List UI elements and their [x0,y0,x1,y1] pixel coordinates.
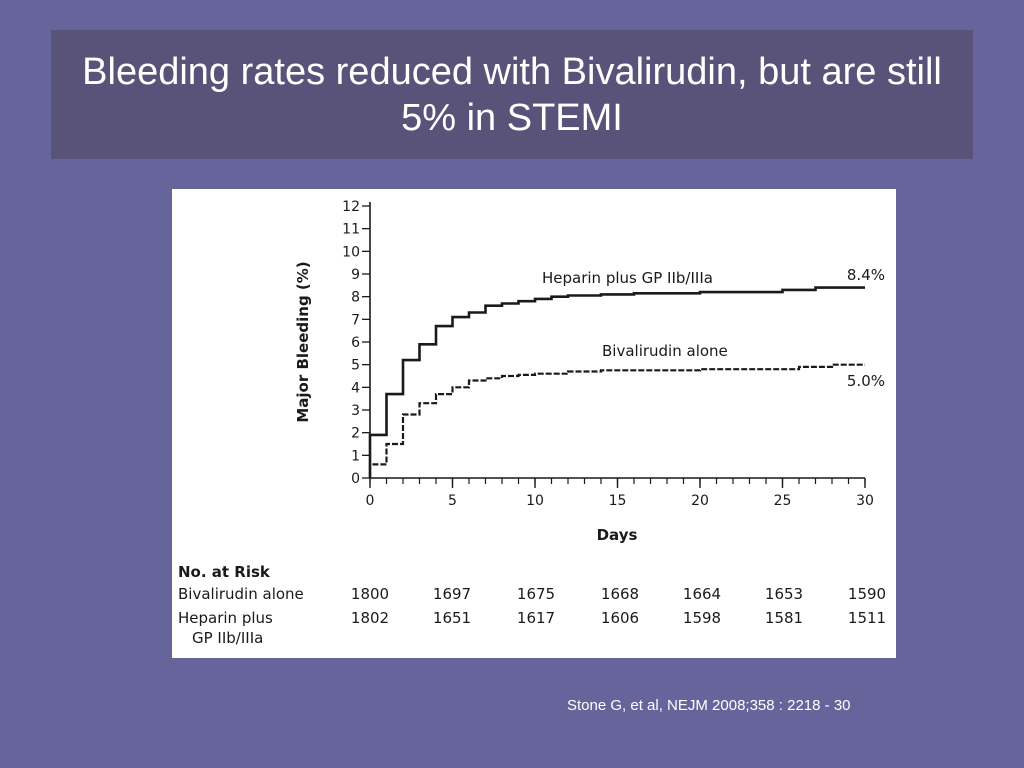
risk-cell: 1590 [848,585,886,603]
y-tick-label: 12 [342,199,360,215]
risk-cell: 1664 [683,585,721,603]
y-tick-label: 2 [351,426,360,442]
x-tick-label: 15 [609,493,627,509]
risk-cell: 1697 [433,585,471,603]
y-axis-label: Major Bleeding (%) [294,261,312,422]
risk-cell: 1617 [517,609,555,627]
x-tick-label: 30 [856,493,874,509]
risk-cell: 1653 [765,585,803,603]
y-tick-label: 10 [342,244,360,260]
series-end-label-heparin: 8.4% [847,266,885,284]
y-tick-label: 9 [351,267,360,283]
y-tick-label: 1 [351,448,360,464]
series-line-0 [368,286,865,478]
y-tick-label: 0 [351,471,360,487]
risk-cell: 1802 [351,609,389,627]
risk-cell: 1606 [601,609,639,627]
series-end-label-bivalirudin: 5.0% [847,372,885,390]
risk-row-label: Bivalirudin alone [178,585,304,603]
risk-cell: 1651 [433,609,471,627]
risk-row-label: GP IIb/IIIa [192,629,263,647]
x-tick-label: 25 [774,493,792,509]
risk-row-label: Heparin plus [178,609,273,627]
y-tick-label: 8 [351,290,360,306]
risk-table-heading: No. at Risk [178,563,271,581]
risk-cell: 1581 [765,609,803,627]
series-label-heparin: Heparin plus GP IIb/IIIa [542,269,713,287]
x-tick-label: 20 [691,493,709,509]
y-tick-label: 6 [351,335,360,351]
risk-cell: 1800 [351,585,389,603]
y-tick-label: 3 [351,403,360,419]
y-tick-label: 4 [351,380,360,396]
slide-title-box: Bleeding rates reduced with Bivalirudin,… [51,30,973,159]
y-tick-label: 5 [351,358,360,374]
slide-title: Bleeding rates reduced with Bivalirudin,… [82,50,942,139]
risk-cell: 1668 [601,585,639,603]
citation: Stone G, et al, NEJM 2008;358 : 2218 - 3… [567,697,851,714]
series-line-1 [368,363,865,478]
x-tick-label: 5 [448,493,457,509]
x-tick-label: 0 [366,493,375,509]
y-tick-label: 11 [342,222,360,238]
series-label-bivalirudin: Bivalirudin alone [602,342,728,360]
x-axis-label: Days [597,526,638,544]
chart-figure: 0 1 2 3 4 5 6 7 8 9 10 11 12 0 5 10 15 20 25 30 Days Major Bl… [172,189,896,658]
x-tick-label: 10 [526,493,544,509]
y-tick-label: 7 [351,312,360,328]
risk-cell: 1598 [683,609,721,627]
risk-cell: 1675 [517,585,555,603]
risk-cell: 1511 [848,609,886,627]
